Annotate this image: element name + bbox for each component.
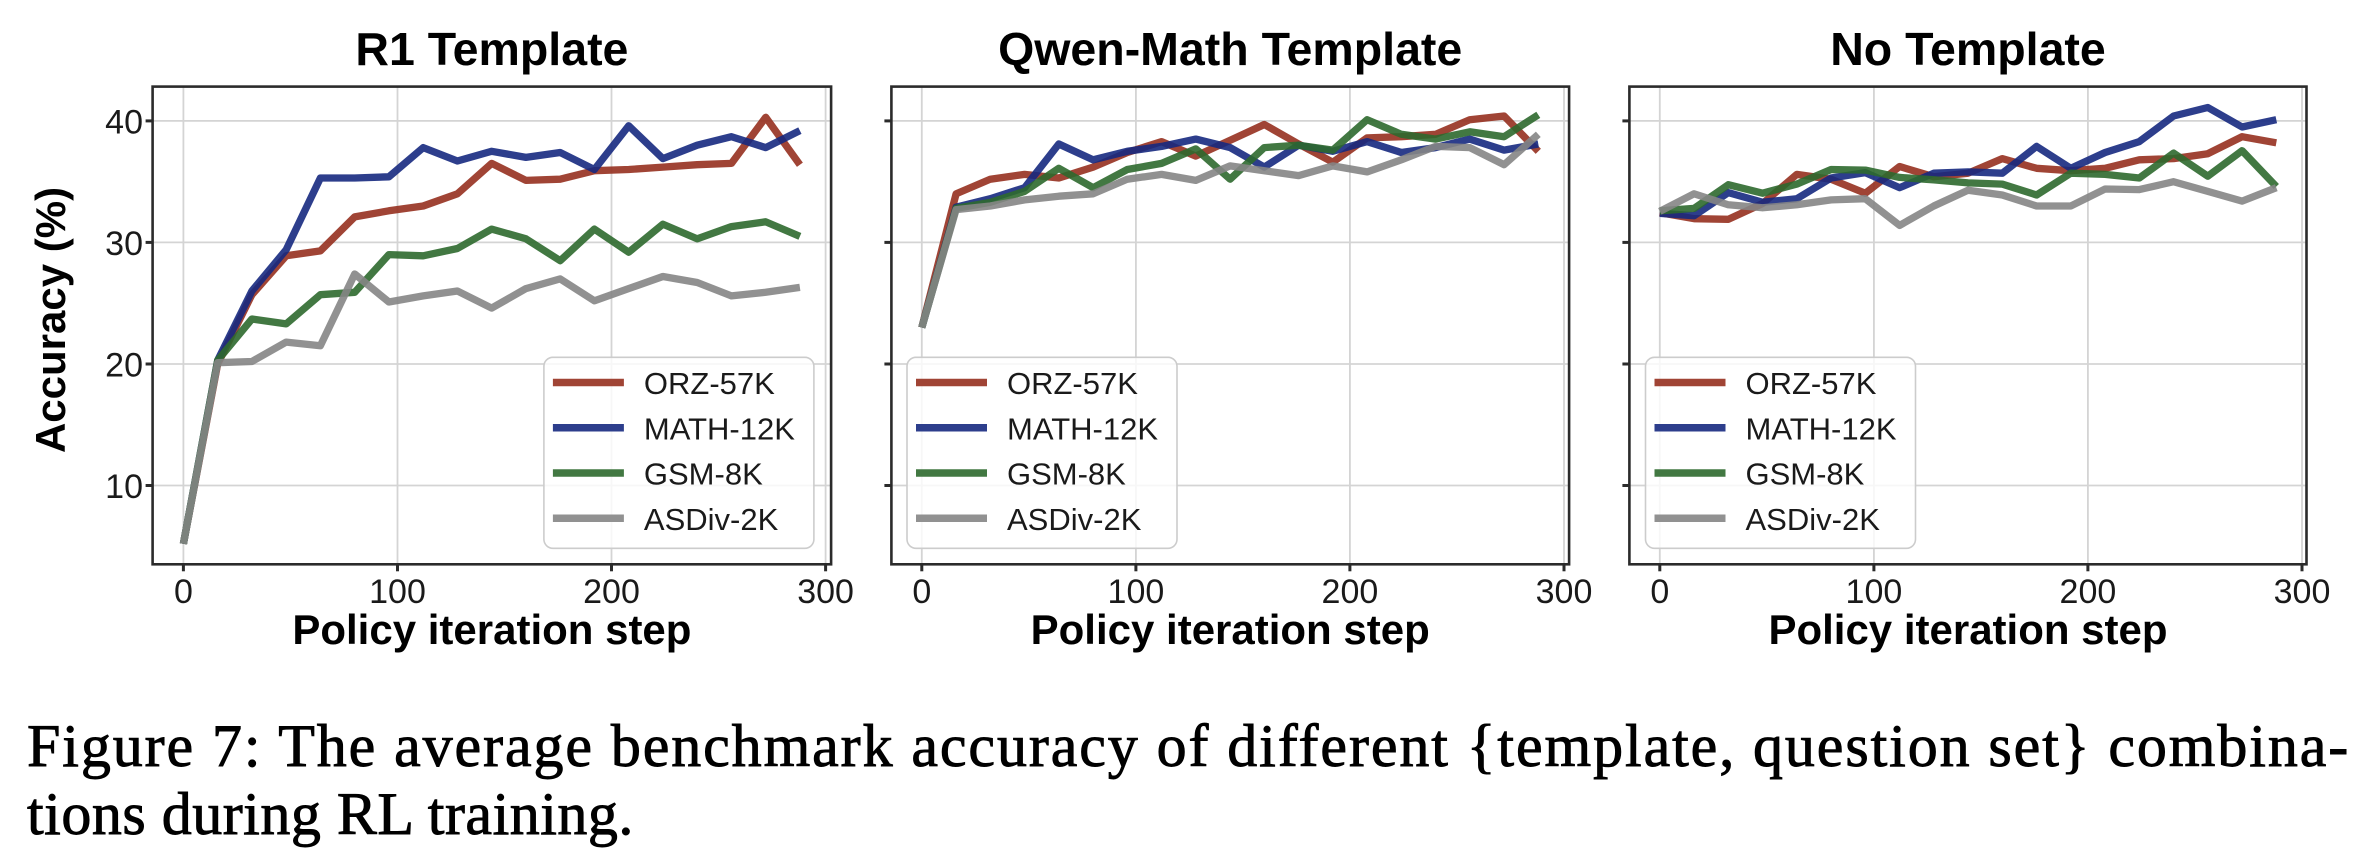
svg-text:200: 200 <box>583 573 640 611</box>
svg-text:MATH-12K: MATH-12K <box>1746 411 1897 446</box>
svg-text:Qwen-Math Template: Qwen-Math Template <box>998 23 1462 75</box>
svg-text:100: 100 <box>1108 573 1165 611</box>
svg-text:ASDiv-2K: ASDiv-2K <box>1746 502 1881 537</box>
svg-text:Policy iteration step: Policy iteration step <box>292 606 691 653</box>
svg-text:MATH-12K: MATH-12K <box>644 411 795 446</box>
svg-text:ORZ-57K: ORZ-57K <box>1007 366 1138 401</box>
svg-text:0: 0 <box>174 573 193 611</box>
svg-text:30: 30 <box>105 225 143 263</box>
svg-text:300: 300 <box>2274 573 2331 611</box>
svg-text:40: 40 <box>105 103 143 141</box>
svg-text:100: 100 <box>1846 573 1903 611</box>
svg-text:20: 20 <box>105 346 143 384</box>
svg-text:Accuracy (%): Accuracy (%) <box>27 187 74 453</box>
svg-text:Policy iteration step: Policy iteration step <box>1768 606 2167 653</box>
svg-text:300: 300 <box>1536 573 1593 611</box>
svg-text:Policy iteration step: Policy iteration step <box>1031 606 1430 653</box>
svg-text:ORZ-57K: ORZ-57K <box>644 366 775 401</box>
svg-text:300: 300 <box>797 573 854 611</box>
svg-text:GSM-8K: GSM-8K <box>1007 457 1126 492</box>
svg-text:MATH-12K: MATH-12K <box>1007 411 1158 446</box>
svg-text:ASDiv-2K: ASDiv-2K <box>1007 502 1142 537</box>
svg-text:R1 Template: R1 Template <box>355 23 628 75</box>
svg-text:ASDiv-2K: ASDiv-2K <box>644 502 779 537</box>
svg-text:tions during RL training.: tions during RL training. <box>27 781 634 847</box>
svg-text:0: 0 <box>912 573 931 611</box>
svg-text:GSM-8K: GSM-8K <box>644 457 763 492</box>
svg-text:100: 100 <box>369 573 426 611</box>
svg-text:Figure 7: The average benchmar: Figure 7: The average benchmark accuracy… <box>27 713 2350 779</box>
svg-text:No Template: No Template <box>1830 23 2106 75</box>
svg-text:0: 0 <box>1650 573 1669 611</box>
svg-text:GSM-8K: GSM-8K <box>1746 457 1865 492</box>
svg-text:10: 10 <box>105 468 143 506</box>
svg-text:200: 200 <box>2060 573 2117 611</box>
svg-text:200: 200 <box>1322 573 1379 611</box>
svg-text:ORZ-57K: ORZ-57K <box>1746 366 1877 401</box>
